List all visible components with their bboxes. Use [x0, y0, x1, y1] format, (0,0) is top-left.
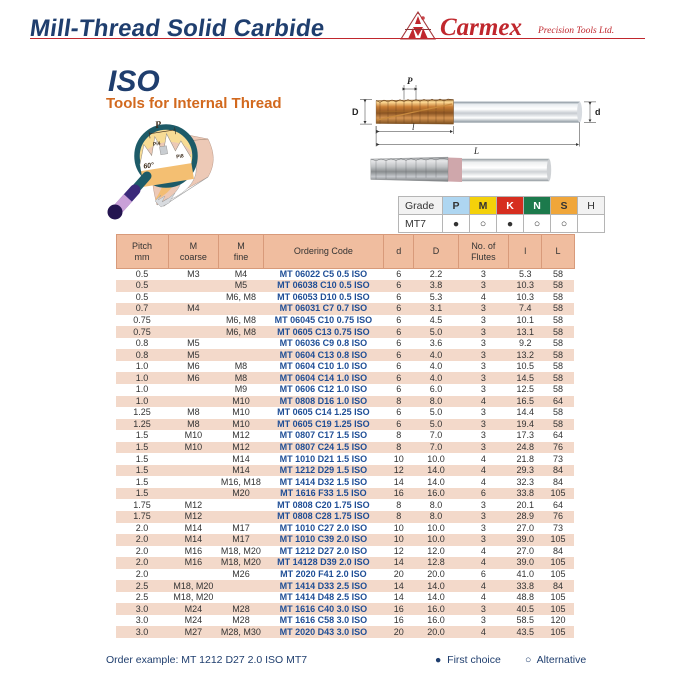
svg-text:Carmex: Carmex: [440, 14, 522, 41]
svg-text:D: D: [352, 107, 359, 117]
svg-text:60°: 60°: [143, 161, 155, 171]
svg-text:d: d: [595, 107, 601, 117]
svg-text:Pi8: Pi8: [176, 153, 185, 160]
svg-text:Precision Tools Ltd.: Precision Tools Ltd.: [537, 26, 614, 36]
svg-text:P: P: [407, 76, 413, 86]
svg-text:Pi4: Pi4: [153, 141, 162, 148]
